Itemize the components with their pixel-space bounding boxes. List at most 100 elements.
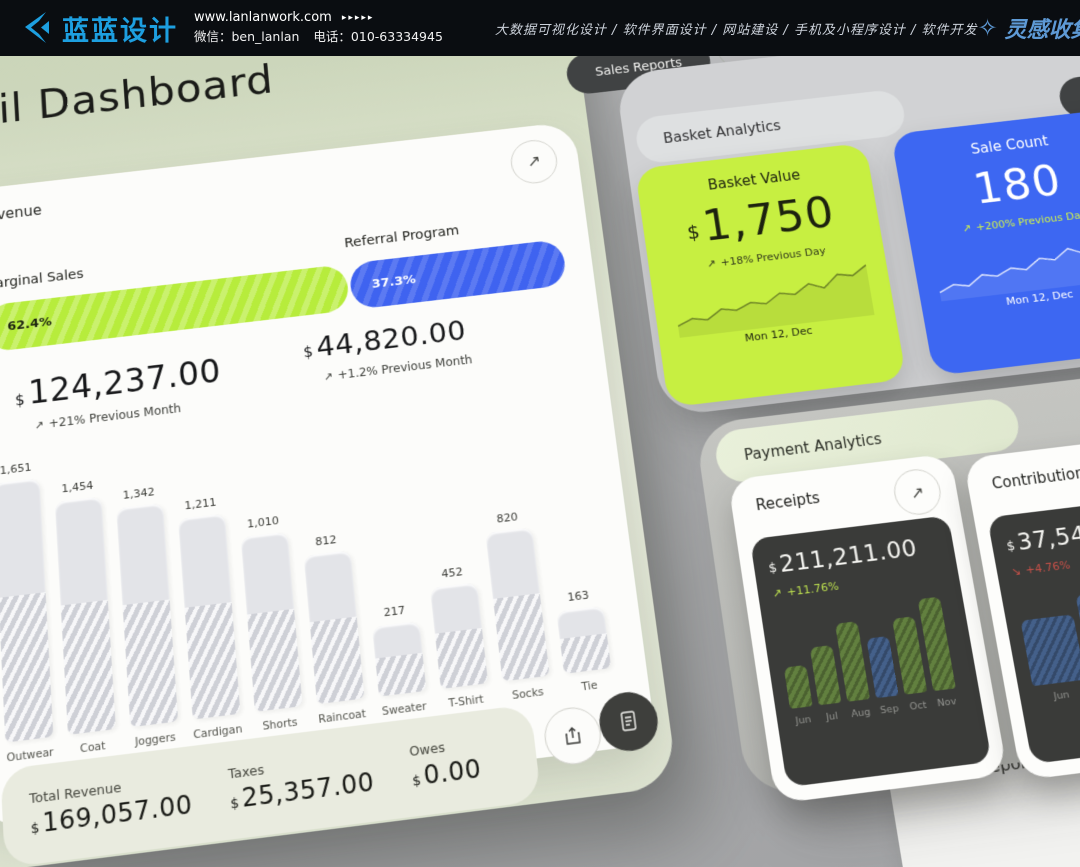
currency-symbol: $ [1005, 538, 1017, 555]
revenue-bar-column: 163 Tie [554, 587, 614, 696]
website-url[interactable]: www.lanlanwork.com [194, 9, 332, 25]
basket-value-title: Basket Value [706, 166, 802, 194]
currency-symbol: $ [229, 795, 240, 813]
arrows-decoration: ▸▸▸▸▸ [341, 12, 375, 23]
phone-number: 电话：010-63334945 [313, 28, 443, 44]
taxes-block: Taxes $ 25,357.00 [227, 748, 375, 815]
lanlan-logo-icon [25, 12, 49, 43]
revenue-bar[interactable] [556, 605, 612, 674]
inspiration-collection-logo: ✧ 灵感收集 [978, 12, 1080, 44]
month-bar[interactable] [834, 621, 870, 702]
receipts-panel: $ 211,211.00 ↗ +11.76% Jun Jul Aug Sep Oct No… [749, 515, 992, 788]
expand-arrow-button[interactable]: ↗ [890, 466, 945, 518]
month-bar[interactable] [866, 635, 899, 699]
bar-value-label: 1,010 [246, 514, 280, 531]
month-label: Sep [879, 702, 900, 717]
referral-program-segment[interactable]: 37.3% [348, 238, 568, 310]
revenue-bar-column: 820 Socks [483, 509, 552, 703]
sale-count-title: Sale Count [969, 132, 1050, 158]
bar-category-label: Coat [79, 739, 106, 756]
receipts-bar-chart [775, 592, 964, 709]
revenue-bar[interactable] [240, 531, 303, 712]
revenue-bar-column: 1,454 Coat [54, 478, 117, 757]
bar-category-label: Joggers [134, 731, 177, 749]
currency-symbol: $ [411, 772, 422, 790]
mockup-scene: Retail Dashboard Sales Reports Revenue ↗… [0, 56, 1080, 867]
contact-info: www.lanlanwork.com ▸▸▸▸▸ 微信：ben_lanlan 电话… [194, 9, 457, 48]
month-label: Oct [908, 699, 928, 713]
revenue-title: Revenue [0, 201, 43, 226]
basket-value: 1,750 [699, 186, 839, 251]
month-bar[interactable] [783, 664, 813, 709]
revenue-bar-chart: 1,651 Outwear 1,454 Coat 1,342 Joggers 1,211 Ca… [0, 395, 620, 765]
marginal-sales-label: Marginal Sales [0, 266, 84, 293]
bar-value-label: 820 [495, 510, 519, 526]
currency-symbol: $ [14, 391, 26, 410]
trend-up-icon: ↗ [961, 222, 973, 235]
revenue-bar-column: 1,651 Outwear [0, 460, 55, 765]
trend-up-icon: ↗ [34, 418, 45, 432]
bar-value-label: 1,342 [122, 485, 156, 502]
month-bar[interactable] [1020, 614, 1080, 687]
bar-category-label: Raincoat [317, 707, 367, 727]
referral-program-label: Referral Program [343, 223, 460, 252]
revenue-bar[interactable] [303, 550, 365, 705]
revenue-bar[interactable] [0, 478, 54, 743]
revenue-bar[interactable] [485, 527, 550, 682]
services-list: 大数据可视化设计 / 软件界面设计 / 网站建设 / 手机及小程序设计 / 软件… [494, 22, 978, 38]
referral-amount-block: $ 44,820.00 ↗ +1.2% Previous Month [302, 314, 473, 386]
expand-arrow-button[interactable]: ↗ [508, 137, 560, 186]
bar-value-label: 217 [383, 603, 406, 620]
marginal-percent: 62.4% [7, 314, 53, 334]
bar-category-label: Socks [511, 685, 545, 703]
wechat-id: 微信：ben_lanlan [194, 28, 300, 44]
contributions-bar-chart [1015, 560, 1080, 687]
bar-value-label: 1,211 [184, 495, 217, 513]
dashboard-board: Retail Dashboard Sales Reports Revenue ↗… [0, 56, 1080, 867]
bar-value-label: 1,651 [0, 460, 32, 478]
contributions-title: Contributions [990, 463, 1080, 493]
revenue-bar-column: 1,010 Shorts [239, 513, 304, 734]
receipts-title: Receipts [754, 488, 822, 515]
total-revenue-block: Total Revenue $ 169,057.00 [29, 771, 194, 840]
bar-category-label: T-Shirt [448, 693, 485, 710]
site-header: 蓝蓝设计 www.lanlanwork.com ▸▸▸▸▸ 微信：ben_lan… [0, 0, 1080, 56]
month-label: Aug [850, 706, 872, 721]
month-bar[interactable] [809, 644, 842, 706]
bar-value-label: 1,454 [61, 478, 94, 496]
receipts-delta: +11.76% [785, 579, 840, 599]
month-label: Jun [1052, 689, 1071, 703]
currency-symbol: $ [302, 342, 314, 362]
arrow-up-right-icon: ↗ [909, 481, 926, 503]
month-label: Nov [936, 695, 958, 710]
owes-block: Owes $ 0.00 [408, 735, 482, 792]
revenue-bar[interactable] [54, 496, 116, 735]
bar-category-label: Cardigan [192, 722, 243, 742]
currency-symbol: $ [767, 560, 779, 577]
trend-up-icon: ↗ [771, 586, 783, 601]
basket-value-card[interactable]: Basket Value $ 1,750 ↗ +18% Previous Day… [634, 142, 907, 408]
trend-down-icon: ↘ [1010, 564, 1022, 579]
trend-up-icon: ↗ [706, 257, 717, 271]
bar-value-label: 452 [440, 565, 464, 581]
bar-value-label: 163 [566, 588, 590, 605]
revenue-bar[interactable] [430, 582, 489, 689]
share-export-icon [561, 724, 584, 747]
revenue-bar-column: 812 Raincoat [302, 532, 367, 727]
lanlan-logo: 蓝蓝设计 [18, 9, 178, 48]
brand-name: 蓝蓝设计 [62, 15, 178, 47]
revenue-bar[interactable] [116, 503, 179, 728]
trend-up-icon: ↗ [323, 369, 334, 384]
arrow-up-right-icon: ↗ [526, 151, 542, 172]
revenue-bar[interactable] [372, 621, 427, 697]
bar-value-label: 812 [314, 533, 338, 549]
revenue-bar[interactable] [178, 513, 241, 720]
revenue-bar-column: 1,211 Cardigan [177, 495, 243, 742]
marginal-amount-block: $ 124,237.00 ↗ +21% Previous Month [14, 352, 224, 434]
bar-category-label: Shorts [262, 716, 299, 733]
bar-category-label: Outwear [6, 746, 54, 765]
revenue-bar-column: 452 T-Shirt [428, 564, 490, 711]
owes-value: 0.00 [422, 753, 483, 791]
bar-category-label: Tie [580, 679, 599, 694]
collection-label: 灵感收集 [1004, 18, 1080, 43]
